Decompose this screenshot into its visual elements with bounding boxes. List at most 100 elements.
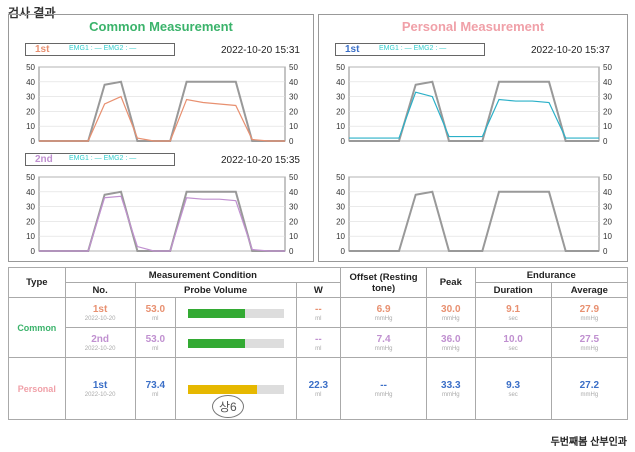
- table-row: 2nd 2022-10-20 53.0 ml -- ml 7.4 mmHg 36.0 mmHg 10…: [9, 327, 629, 358]
- row-offset: -- mmHg: [340, 357, 428, 420]
- row-w: -- ml: [295, 297, 342, 328]
- y-tick-label-right: 20: [289, 217, 298, 226]
- y-tick-label-right: 50: [289, 63, 298, 72]
- personal-empty-chart: 50 50 40 40 30 30 20 20 10 10 0 0: [336, 173, 612, 256]
- chart-tag-1st: 1st: [345, 44, 360, 55]
- y-tick-label: 10: [336, 122, 345, 131]
- y-tick-label: 40: [26, 78, 35, 87]
- y-tick-label: 0: [31, 247, 36, 256]
- row-no: 1st 2022-10-20: [64, 357, 136, 420]
- y-tick-label: 50: [26, 173, 35, 182]
- row-volume: 53.0 ml: [134, 327, 177, 358]
- legend-emg: EMG1 : — EMG2 : —: [379, 45, 447, 52]
- y-tick-label-right: 30: [289, 93, 298, 102]
- chart-frame: [348, 176, 600, 252]
- legend-emg: EMG1 : — EMG2 : —: [69, 45, 137, 52]
- row-volume: 53.0 ml: [134, 297, 177, 328]
- y-tick-label-right: 30: [603, 93, 612, 102]
- row-duration: 9.1 sec: [474, 297, 552, 328]
- row-w: 22.3 ml: [295, 357, 342, 420]
- y-tick-label-right: 0: [603, 247, 608, 256]
- handwriting-note: 상6: [212, 395, 244, 418]
- row-average: 27.9 mmHg: [550, 297, 629, 328]
- row-volume: 73.4 ml: [134, 357, 177, 420]
- y-tick-label: 0: [31, 137, 36, 146]
- row-no: 1st 2022-10-20: [64, 297, 136, 328]
- header-mc: Measurement Condition: [64, 267, 342, 283]
- y-tick-label-right: 50: [603, 173, 612, 182]
- chart-tag-2nd: 2nd: [35, 154, 53, 165]
- header-no: No.: [64, 282, 136, 298]
- y-tick-label: 0: [341, 247, 346, 256]
- header-endurance: Endurance: [474, 267, 629, 283]
- y-tick-label-right: 40: [603, 78, 612, 87]
- row-offset: 7.4 mmHg: [340, 327, 428, 358]
- table-row: Common 1st 2022-10-20 53.0 ml -- ml 6.9 mmHg 30.0…: [8, 297, 629, 358]
- common-panel-title: Common Measurement: [89, 19, 233, 34]
- y-tick-label: 40: [336, 188, 345, 197]
- y-tick-label: 30: [26, 203, 35, 212]
- footer-clinic: 두번째봄 산부인과: [550, 437, 627, 448]
- row-type: Common: [8, 297, 66, 358]
- y-tick-label: 20: [26, 217, 35, 226]
- chart-tag-1st: 1st: [35, 44, 50, 55]
- y-tick-label-right: 10: [289, 232, 298, 241]
- legend-emg: EMG1 : — EMG2 : —: [69, 155, 137, 162]
- y-tick-label-right: 50: [603, 63, 612, 72]
- personal-panel-title: Personal Measurement: [401, 19, 545, 34]
- common-1st-chart: 50 50 40 40 30 30 20 20 10 10 0 0: [26, 63, 298, 146]
- chart-date: 2022-10-20 15:37: [531, 45, 610, 56]
- series-line-emg: [39, 195, 285, 252]
- row-w: -- ml: [295, 327, 342, 358]
- y-tick-label: 50: [336, 63, 345, 72]
- header-w: W: [295, 282, 342, 298]
- row-offset: 6.9 mmHg: [340, 297, 428, 328]
- y-tick-label-right: 30: [603, 203, 612, 212]
- y-tick-label-right: 20: [289, 107, 298, 116]
- chart-date: 2022-10-20 15:31: [221, 45, 300, 56]
- y-tick-label: 10: [26, 122, 35, 131]
- y-tick-label-right: 10: [289, 122, 298, 131]
- table-row: Personal 1st 2022-10-20 73.4 ml 22.3 ml -- mmHg 3…: [8, 357, 629, 420]
- volume-fill: [187, 384, 257, 394]
- y-tick-label-right: 0: [289, 137, 294, 146]
- y-tick-label-right: 40: [289, 188, 298, 197]
- header-duration: Duration: [474, 282, 552, 298]
- y-tick-label-right: 50: [289, 173, 298, 182]
- personal-measurement-panel: Personal Measurement 1st EMG1 : — EMG2 :…: [318, 14, 628, 262]
- row-peak: 30.0 mmHg: [426, 297, 476, 328]
- row-duration: 9.3 sec: [474, 357, 552, 420]
- personal-1st-chart: 50 50 40 40 30 30 20 20 10 10 0 0: [336, 63, 612, 146]
- y-tick-label-right: 10: [603, 232, 612, 241]
- y-tick-label-right: 0: [289, 247, 294, 256]
- y-tick-label: 50: [336, 173, 345, 182]
- legend-box: [335, 43, 485, 56]
- row-peak: 36.0 mmHg: [426, 327, 476, 358]
- y-tick-label: 30: [336, 93, 345, 102]
- y-tick-label-right: 10: [603, 122, 612, 131]
- y-tick-label-right: 20: [603, 217, 612, 226]
- y-tick-label-right: 40: [603, 188, 612, 197]
- row-no: 2nd 2022-10-20: [64, 327, 136, 358]
- y-tick-label: 40: [26, 188, 35, 197]
- series-line-probe: [349, 190, 599, 252]
- row-average: 27.5 mmHg: [550, 327, 629, 358]
- header-average: Average: [550, 282, 629, 298]
- row-volume-bar: [175, 297, 297, 328]
- header-peak: Peak: [426, 267, 476, 298]
- y-tick-label-right: 30: [289, 203, 298, 212]
- y-tick-label: 20: [336, 107, 345, 116]
- header-pv: Probe Volume: [134, 282, 297, 298]
- row-peak: 33.3 mmHg: [426, 357, 476, 420]
- series-line-probe: [349, 80, 599, 142]
- common-2nd-chart: 50 50 40 40 30 30 20 20 10 10 0 0: [26, 173, 298, 256]
- y-tick-label: 50: [26, 63, 35, 72]
- common-measurement-panel: Common Measurement 1st EMG1 : — EMG2 : —…: [8, 14, 314, 262]
- y-tick-label: 10: [26, 232, 35, 241]
- header-offset: Offset (Resting tone): [340, 267, 428, 298]
- row-type: Personal: [8, 357, 66, 420]
- volume-fill: [187, 338, 246, 348]
- y-tick-label: 40: [336, 78, 345, 87]
- volume-fill: [187, 308, 246, 318]
- y-tick-label: 20: [336, 217, 345, 226]
